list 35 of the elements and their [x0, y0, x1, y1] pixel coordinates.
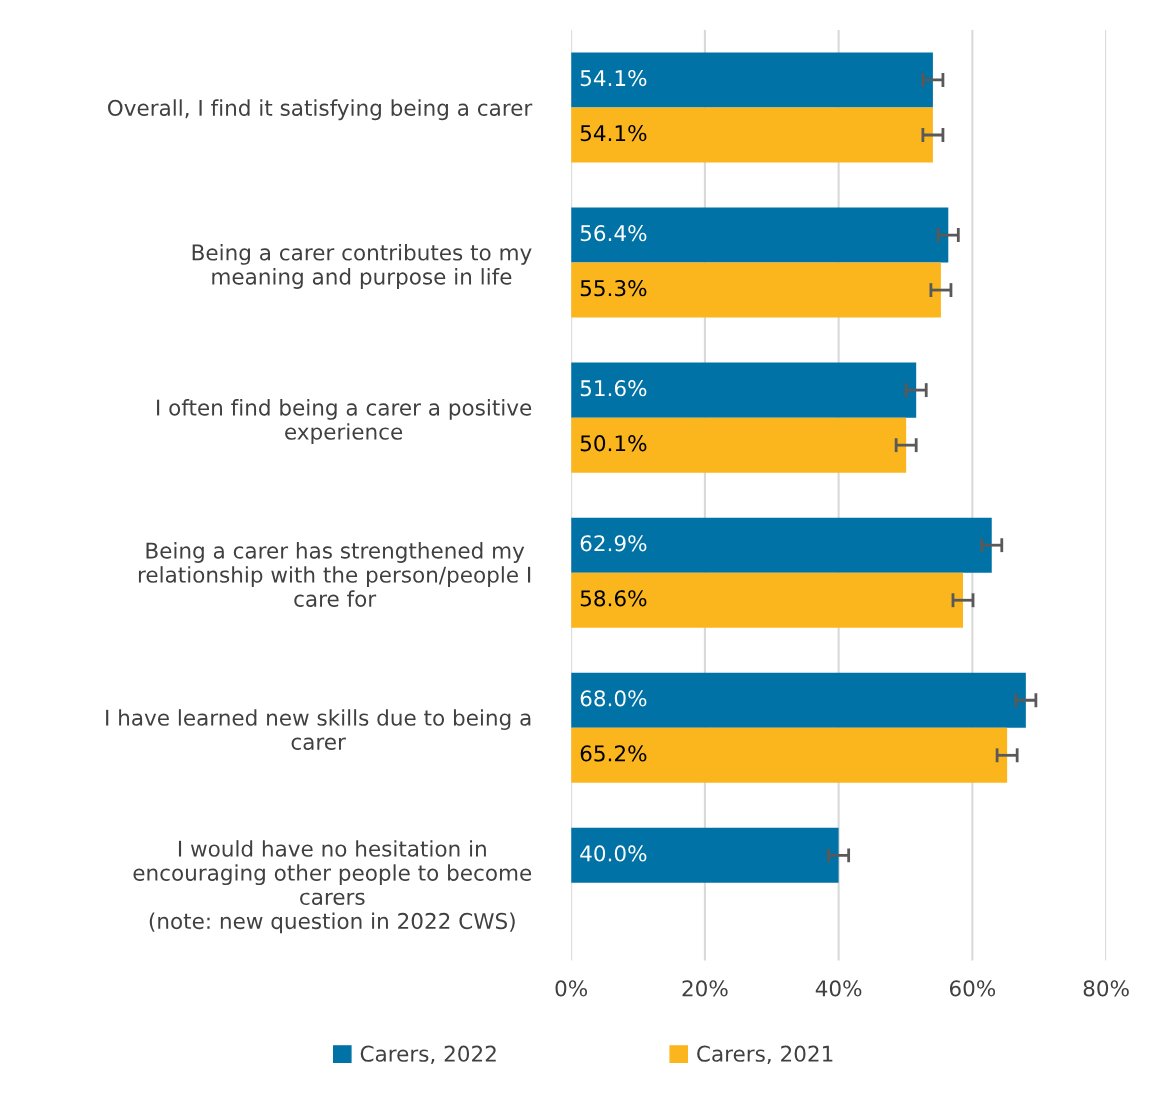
data-label: 54.1%: [580, 124, 647, 142]
legend-label: Carers, 2021: [697, 1045, 833, 1065]
bar: [571, 727, 1008, 783]
y-tick-label: Being a carer has strengthened my relationship with the person/people I care for: [138, 542, 531, 607]
bar: [571, 207, 949, 263]
y-tick-label: I have learned new skills due to being a carer: [106, 709, 531, 750]
bar: [571, 517, 992, 573]
y-tick-label: Overall, I find it satisfying being a carer: [107, 99, 533, 121]
x-tick-label: 80%: [1083, 980, 1129, 997]
x-tick-label: 0%: [555, 980, 588, 997]
data-label: 55.3%: [580, 280, 647, 297]
bar: [571, 572, 963, 628]
bar: [571, 672, 1026, 728]
y-tick-label: Being a carer contributes to my meaning and purpose in life: [192, 243, 532, 289]
y-tick-label: I would have no hesitation in encouraging other people to become carers (note: new question in 2022 CWS): [133, 840, 532, 934]
bar: [571, 362, 917, 418]
x-tick-label: 20%: [682, 980, 728, 997]
bar: [571, 107, 933, 163]
data-label: 51.6%: [580, 380, 647, 397]
data-label: 65.2%: [580, 745, 647, 762]
data-label: 58.6%: [580, 590, 647, 607]
data-label: 50.1%: [580, 435, 647, 452]
data-label: 56.4%: [580, 224, 647, 242]
data-label: 40.0%: [580, 845, 647, 862]
data-label: 54.1%: [580, 69, 647, 87]
bar: [571, 827, 839, 883]
legend-label: Carers, 2022: [360, 1045, 496, 1065]
bar: [571, 52, 933, 108]
y-tick-label: I often find being a carer a positive experience: [157, 399, 532, 444]
bar: [571, 262, 941, 318]
x-tick-label: 40%: [815, 980, 862, 997]
data-label: 62.9%: [580, 535, 647, 552]
bar: [571, 417, 907, 473]
data-label: 68.0%: [580, 690, 647, 707]
x-tick-label: 60%: [949, 980, 996, 997]
